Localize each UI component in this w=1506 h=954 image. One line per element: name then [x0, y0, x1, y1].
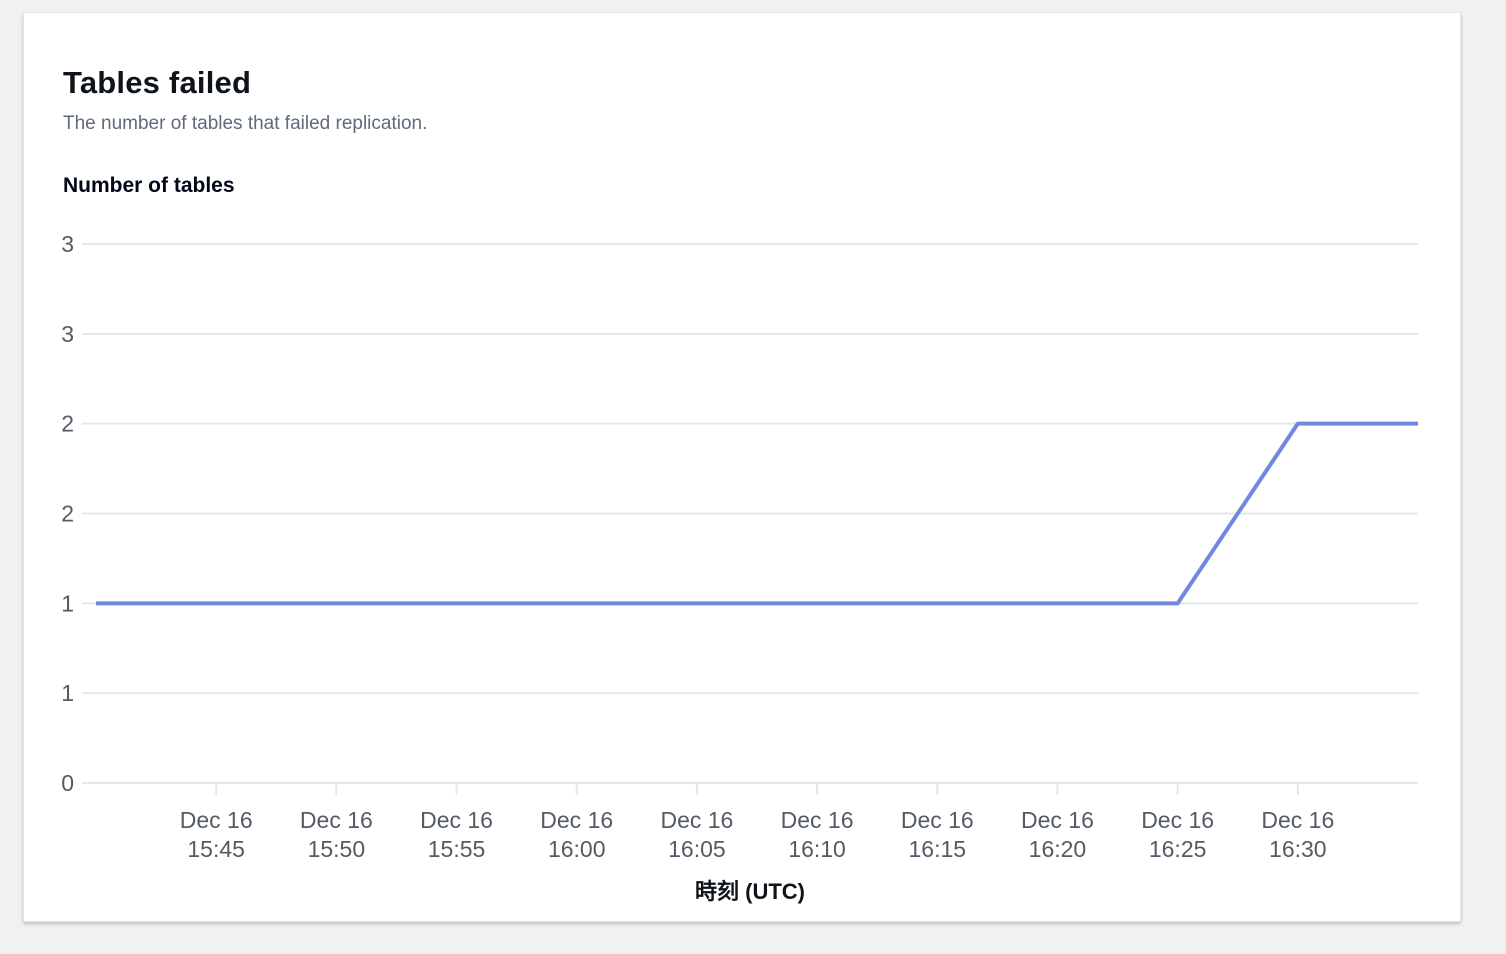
y-axis-tick-label: 0 — [61, 770, 74, 796]
x-axis-tick-label: 16:05 — [668, 836, 726, 862]
y-axis-title: Number of tables — [63, 174, 235, 197]
x-axis-tick-label: 15:45 — [187, 836, 245, 862]
x-axis-tick-label: 16:15 — [908, 836, 966, 862]
y-axis-tick-label: 2 — [61, 411, 74, 437]
x-axis-tick-label: Dec 16 — [540, 807, 613, 833]
chart-title: Tables failed — [63, 65, 252, 100]
x-axis-tick-label: Dec 16 — [1021, 807, 1094, 833]
x-axis-tick-label: Dec 16 — [1141, 807, 1214, 833]
x-axis-tick-label: 15:55 — [428, 836, 486, 862]
x-axis-tick-label: Dec 16 — [420, 807, 493, 833]
x-axis-tick-label: Dec 16 — [781, 807, 854, 833]
y-axis-tick-label: 3 — [61, 321, 74, 347]
series-line — [96, 421, 1418, 606]
chart-card: Tables failed The number of tables that … — [23, 12, 1461, 922]
x-axis-tick-label: Dec 16 — [1261, 807, 1334, 833]
chart-description: The number of tables that failed replica… — [63, 113, 428, 134]
x-axis-tick-label: 16:30 — [1269, 836, 1327, 862]
x-axis-tick-label: 15:50 — [308, 836, 366, 862]
y-axis-tick-label: 1 — [61, 680, 74, 706]
x-axis-tick-label: Dec 16 — [901, 807, 974, 833]
y-axis-tick-label: 1 — [61, 590, 74, 616]
y-axis-tick-label: 3 — [61, 231, 74, 257]
y-axis-tick-label: 2 — [61, 501, 74, 527]
x-axis-tick-label: 16:10 — [788, 836, 846, 862]
x-axis-tick-label: 16:20 — [1029, 836, 1087, 862]
x-axis-tick-label: 16:25 — [1149, 836, 1207, 862]
x-axis-title: 時刻 (UTC) — [695, 879, 805, 904]
line-chart[interactable]: 3 3 2 2 1 1 0 Dec 16 15:45 Dec 16 15:50 Dec 16 15:55… — [24, 13, 1462, 923]
x-axis-tick-label: Dec 16 — [300, 807, 373, 833]
x-axis-tick-label: 16:00 — [548, 836, 606, 862]
x-axis-tick-label: Dec 16 — [660, 807, 733, 833]
x-axis-tick-label: Dec 16 — [180, 807, 253, 833]
